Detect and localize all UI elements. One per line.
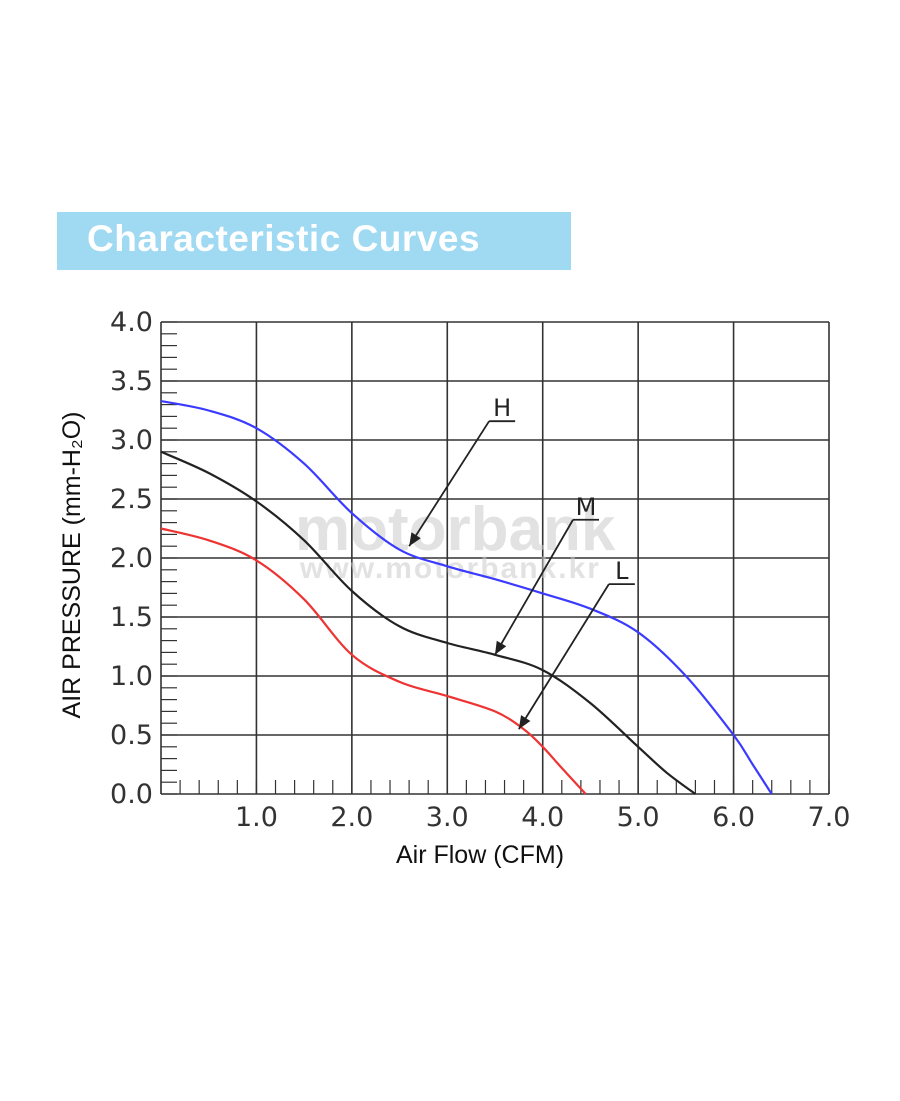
watermark-url: www.motorbank.kr	[299, 552, 601, 585]
x-tick-label: 4.0	[521, 802, 564, 833]
series	[160, 400, 773, 795]
watermark-brand: motorbank	[295, 495, 616, 564]
x-tick-label: 7.0	[808, 802, 851, 833]
x-tick-label: 3.0	[426, 802, 469, 833]
x-tick-label: 2.0	[330, 802, 373, 833]
watermark: motorbank www.motorbank.kr	[295, 495, 616, 585]
callouts: H M L	[408, 394, 635, 730]
y-tick-label: 3.5	[110, 366, 153, 397]
y-tick-label: 0.0	[110, 779, 153, 810]
y-tick-label: 1.0	[110, 661, 153, 692]
title-banner: Characteristic Curves	[57, 212, 571, 270]
callout-leader-h	[408, 420, 490, 547]
x-tick-label: 1.0	[235, 802, 278, 833]
page-title: Characteristic Curves	[87, 218, 481, 259]
callout-arrowhead-h	[409, 532, 421, 547]
y-axis-title: AIR PRESSURE (mm-H₂O)	[58, 412, 86, 719]
series-line-l	[160, 527, 587, 795]
x-tick-label: 5.0	[617, 802, 660, 833]
callout-arrowhead-m	[495, 640, 507, 655]
y-tick-label: 3.0	[110, 425, 153, 456]
x-axis-title: Air Flow (CFM)	[396, 841, 564, 869]
y-tick-label: 2.0	[110, 543, 153, 574]
y-tick-label: 2.5	[110, 484, 153, 515]
series-line-h	[160, 400, 773, 795]
y-tick-label: 1.5	[110, 602, 153, 633]
x-tick-label: 6.0	[712, 802, 755, 833]
callout-label-l: L	[615, 557, 629, 585]
grid	[160, 321, 830, 795]
tick-labels: 1.0 2.0 3.0 4.0 5.0 6.0 7.0 0.0 0.5 1.0 1.5 2.0 2.5 3…	[110, 307, 850, 833]
callout-arrowhead-l	[518, 715, 531, 730]
callout-label-h: H	[493, 394, 511, 422]
callout-leader-l	[518, 583, 610, 730]
y-tick-label: 4.0	[110, 307, 153, 338]
y-tick-label: 0.5	[110, 720, 153, 751]
series-line-m	[160, 450, 697, 795]
callout-leader-m	[494, 519, 574, 656]
callout-label-m: M	[576, 493, 597, 521]
